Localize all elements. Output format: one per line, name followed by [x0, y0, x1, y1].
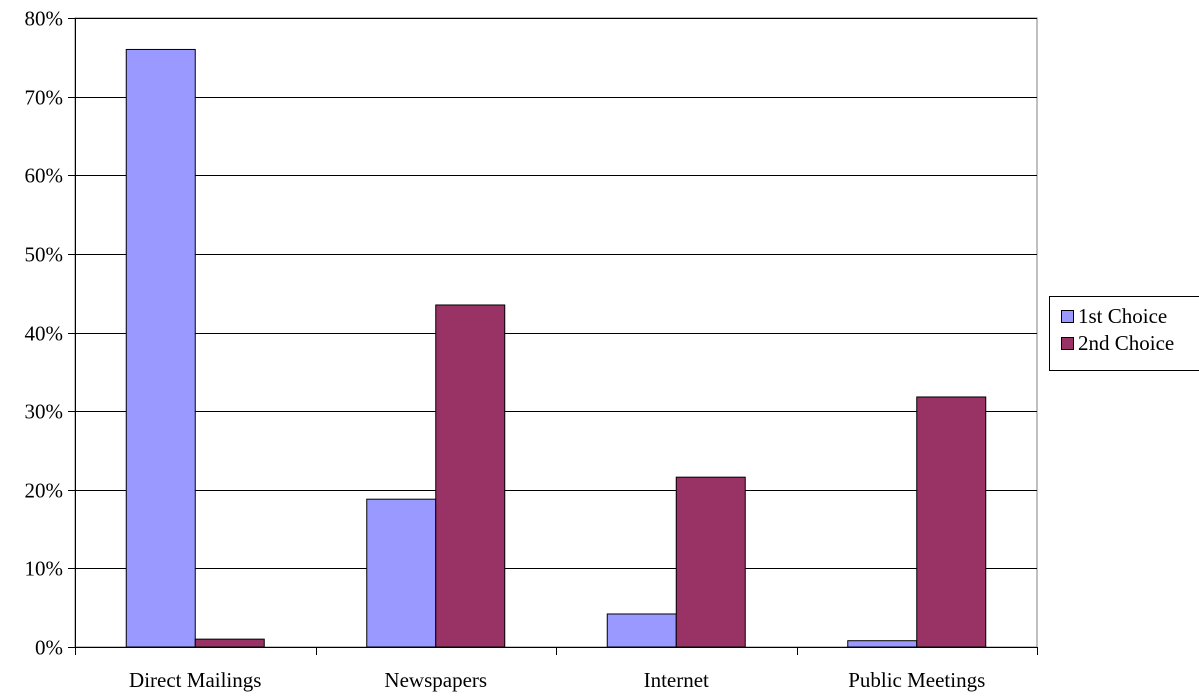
y-tick-label: 10% — [25, 557, 64, 581]
plot-area — [74, 17, 1038, 648]
y-tick-label: 70% — [25, 86, 64, 110]
x-category-label: Newspapers — [384, 668, 487, 692]
bar-second-choice — [194, 638, 265, 648]
x-category-labels: Direct Mailings Newspapers Internet Public … — [129, 668, 985, 692]
bar-second-choice — [916, 396, 987, 648]
y-tick-label: 80% — [25, 7, 64, 31]
bar-first-choice — [125, 48, 196, 648]
y-tick-label: 30% — [25, 400, 64, 424]
bar-second-choice — [675, 476, 746, 648]
y-tick-label: 0% — [35, 636, 63, 660]
bars — [125, 48, 987, 648]
x-category-label: Public Meetings — [848, 668, 985, 692]
y-tick-label: 40% — [25, 322, 64, 346]
legend-label: 2nd Choice — [1078, 331, 1174, 355]
legend-box — [1049, 296, 1199, 371]
gridlines — [74, 17, 1038, 648]
y-tick-label: 20% — [25, 479, 64, 503]
axes — [68, 18, 1038, 655]
x-category-label: Internet — [644, 668, 709, 692]
bar-first-choice — [847, 640, 918, 648]
bar-second-choice — [435, 304, 506, 648]
bar-first-choice — [366, 498, 437, 648]
y-tick-labels: 0% 10% 20% 30% 40% 50% 60% 70% 80% — [25, 7, 64, 660]
x-category-label: Direct Mailings — [129, 668, 261, 692]
y-tick-label: 60% — [25, 164, 64, 188]
legend: 1st Choice 2nd Choice — [1049, 296, 1199, 371]
bar-first-choice — [606, 613, 677, 648]
legend-swatch — [1061, 310, 1074, 323]
legend-label: 1st Choice — [1078, 304, 1167, 328]
legend-swatch — [1061, 337, 1074, 350]
y-tick-label: 50% — [25, 243, 64, 267]
